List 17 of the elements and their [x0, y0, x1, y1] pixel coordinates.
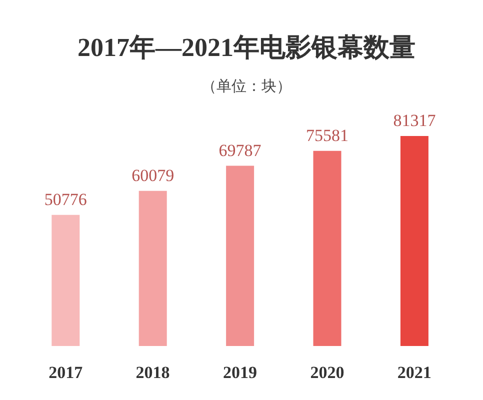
- data-label: 50776: [44, 190, 87, 209]
- x-tick-label: 2020: [310, 363, 344, 382]
- x-tick-label: 2019: [223, 363, 257, 382]
- data-label: 81317: [393, 111, 436, 130]
- data-label: 60079: [132, 166, 174, 185]
- bar: [138, 190, 167, 346]
- data-label: 69787: [218, 140, 262, 160]
- chart-title: 2017年—2021年电影银幕数量: [76, 32, 416, 64]
- x-tick-label: 2021: [397, 363, 432, 382]
- data-label: 75581: [306, 126, 348, 145]
- x-tick-label: 2018: [136, 363, 170, 382]
- x-tick-label: 2017: [48, 363, 84, 382]
- bar: [52, 214, 80, 346]
- bar: [313, 150, 342, 346]
- bar: [400, 136, 428, 346]
- chart-subtitle: （单位：块）: [200, 78, 292, 96]
- bar: [226, 166, 254, 346]
